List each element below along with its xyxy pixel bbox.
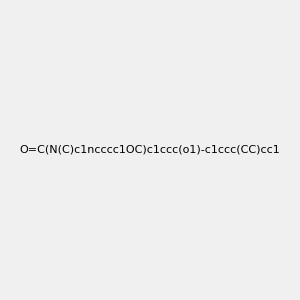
Text: O=C(N(C)c1ncccc1OC)c1ccc(o1)-c1ccc(CC)cc1: O=C(N(C)c1ncccc1OC)c1ccc(o1)-c1ccc(CC)cc… [20, 145, 281, 155]
